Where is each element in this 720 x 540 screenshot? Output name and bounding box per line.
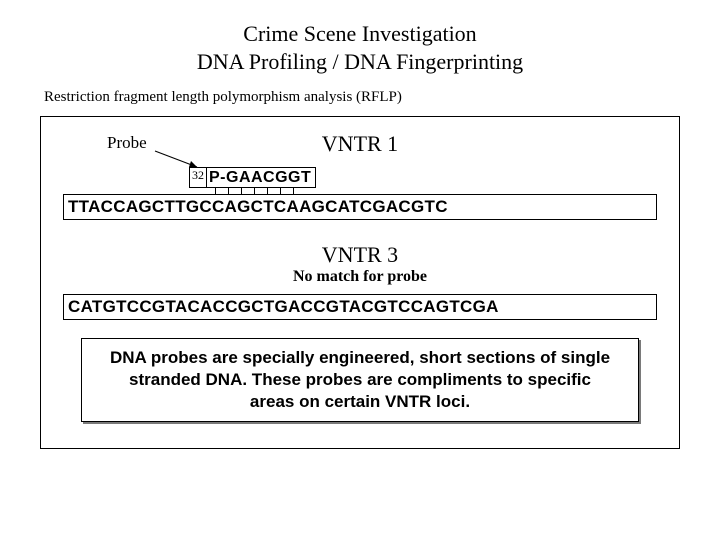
vntr1-strand: TTACCAGCTTGCCAGCTCAAGCATCGACGTC [63, 194, 657, 220]
probe-sequence: P-GAACGGT [206, 167, 316, 188]
vntr3-subtitle: No match for probe [59, 268, 661, 286]
vntr1-header: Probe VNTR 1 [59, 131, 661, 165]
diagram-frame: Probe VNTR 1 32 P-GAACGGT TTACCAGCTTGCCA… [40, 116, 680, 449]
title-line-1: Crime Scene Investigation [40, 20, 680, 48]
probe-arrow-icon [153, 149, 203, 171]
vntr3-title: VNTR 3 [59, 242, 661, 268]
probe-label: Probe [107, 133, 147, 153]
title-line-2: DNA Profiling / DNA Fingerprinting [40, 48, 680, 76]
vntr1-title: VNTR 1 [59, 131, 661, 157]
page-title: Crime Scene Investigation DNA Profiling … [40, 20, 680, 75]
vntr3-strand: CATGTCCGTACACCGCTGACCGTACGTCCAGTCGA [63, 294, 657, 320]
explanation-box: DNA probes are specially engineered, sho… [81, 338, 639, 422]
method-subtitle: Restriction fragment length polymorphism… [44, 89, 680, 106]
probe-block: 32 P-GAACGGT [189, 167, 369, 188]
